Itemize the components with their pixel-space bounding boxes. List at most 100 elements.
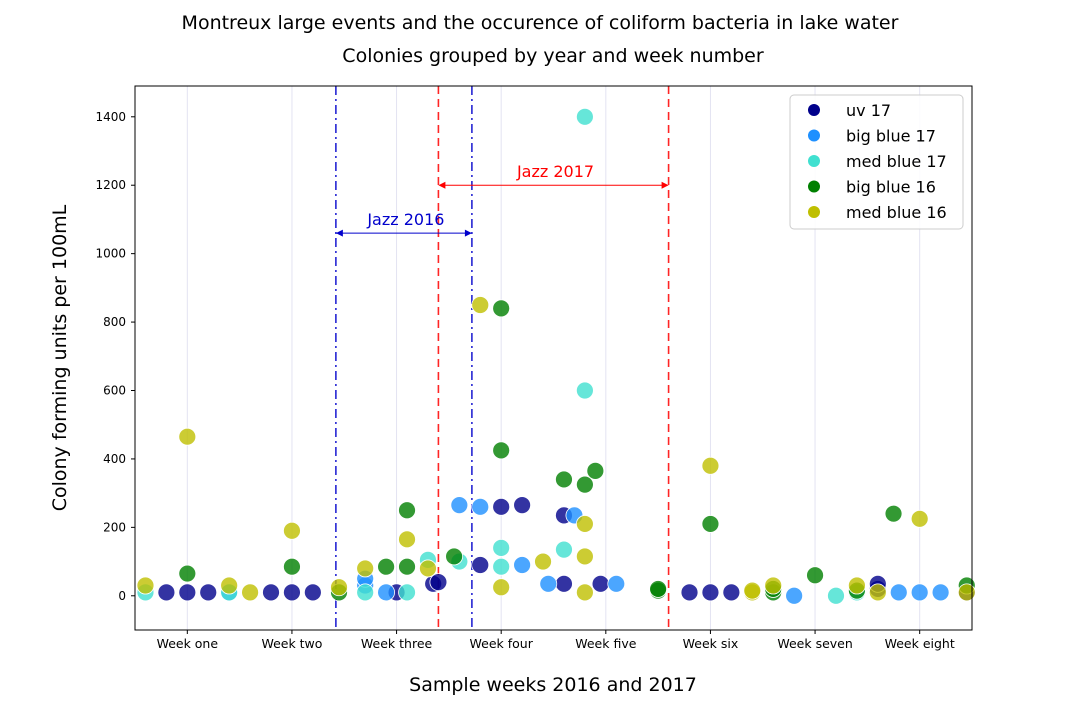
data-point [889,583,908,602]
y-tick-label: 1200 [95,178,126,192]
data-point [398,557,416,576]
arrowhead-right [464,229,472,237]
data-point [555,540,573,559]
data-point [575,515,594,533]
y-tick-label: 800 [103,315,126,329]
legend-box [789,94,964,230]
data-point [884,504,903,523]
data-point [471,296,490,314]
data-point [575,381,594,400]
x-tick-label: Week eight [885,636,955,651]
data-point [492,299,511,318]
data-point [910,509,929,528]
data-point [283,521,301,540]
data-point [136,576,155,595]
legend-marker [808,180,820,193]
data-point [157,583,176,602]
legend-label: big blue 16 [846,178,936,197]
data-point [377,583,396,602]
data-point [910,583,929,602]
data-point [591,574,610,593]
data-point [575,547,594,566]
legend-marker [808,129,820,142]
data-point [445,547,464,566]
data-point [262,583,280,602]
data-point [555,470,573,489]
data-point [534,552,552,571]
data-point [701,456,720,475]
data-point [356,583,375,602]
x-tick-label: Week four [470,636,534,651]
x-tick-label: Week five [575,636,636,651]
data-point [957,583,976,602]
legend-label: uv 17 [846,101,891,120]
y-axis-label: Colony forming units per 100mL [49,204,71,511]
data-point [303,583,322,602]
y-tick-label: 0 [118,589,126,603]
event-label: Jazz 2017 [516,162,594,181]
data-point [575,475,594,494]
data-point [680,583,699,602]
data-point [586,462,605,480]
data-point [827,586,845,605]
data-point [868,583,887,602]
arrowhead-right [661,181,669,189]
y-tick-label: 200 [103,520,126,534]
data-point [722,583,741,602]
data-point [513,556,532,574]
x-tick-label: Week one [157,636,219,651]
data-point [398,501,416,520]
y-tick-label: 1400 [95,110,126,124]
data-point [764,576,783,595]
data-point [450,496,469,515]
legend: uv 17 big blue 17 med blue 17 big blue 16 me… [789,94,964,230]
x-tick-label: Week six [683,636,739,651]
data-point [785,586,804,605]
data-point [330,578,348,597]
legend-marker [808,206,820,218]
data-point [492,497,511,516]
data-point [178,564,197,583]
data-point [848,576,866,595]
arrowhead-left [438,181,446,189]
legend-label: med blue 17 [846,152,947,171]
data-point [513,496,532,515]
data-point [241,583,259,602]
data-point [575,107,594,126]
legend-label: med blue 16 [846,203,947,222]
event-label: Jazz 2016 [366,210,444,229]
x-tick-label: Week three [361,636,433,651]
data-point [743,581,762,600]
legend-marker [808,155,820,167]
y-tick-label: 600 [103,384,126,398]
data-point [575,583,594,602]
legend-marker [808,104,820,116]
data-point [178,583,197,602]
data-point [283,557,301,576]
x-axis-label: Sample weeks 2016 and 2017 [409,674,697,696]
data-point [701,515,720,533]
x-tick-label: Week two [261,636,322,651]
data-point [806,566,824,585]
data-point [931,583,950,602]
data-point [471,497,490,516]
data-point [377,557,396,576]
arrowhead-left [335,229,343,237]
data-point [492,578,511,597]
chart-subtitle: Colonies grouped by year and week number [342,45,764,67]
chart-title: Montreux large events and the occurence … [182,12,899,34]
data-point [471,556,490,574]
data-point [429,573,448,592]
data-point [283,583,301,602]
plot-area: Jazz 2016 Jazz 2017 0 200 400 600 800 1000 1200 1… [95,85,976,651]
y-tick-label: 1000 [95,247,126,261]
data-point [398,583,416,602]
data-point [555,574,573,593]
data-point [539,574,558,593]
data-point [701,583,720,602]
legend-label: big blue 17 [846,127,936,146]
x-tick-label: Week seven [777,636,852,651]
data-point [398,530,416,549]
data-point [492,557,511,576]
